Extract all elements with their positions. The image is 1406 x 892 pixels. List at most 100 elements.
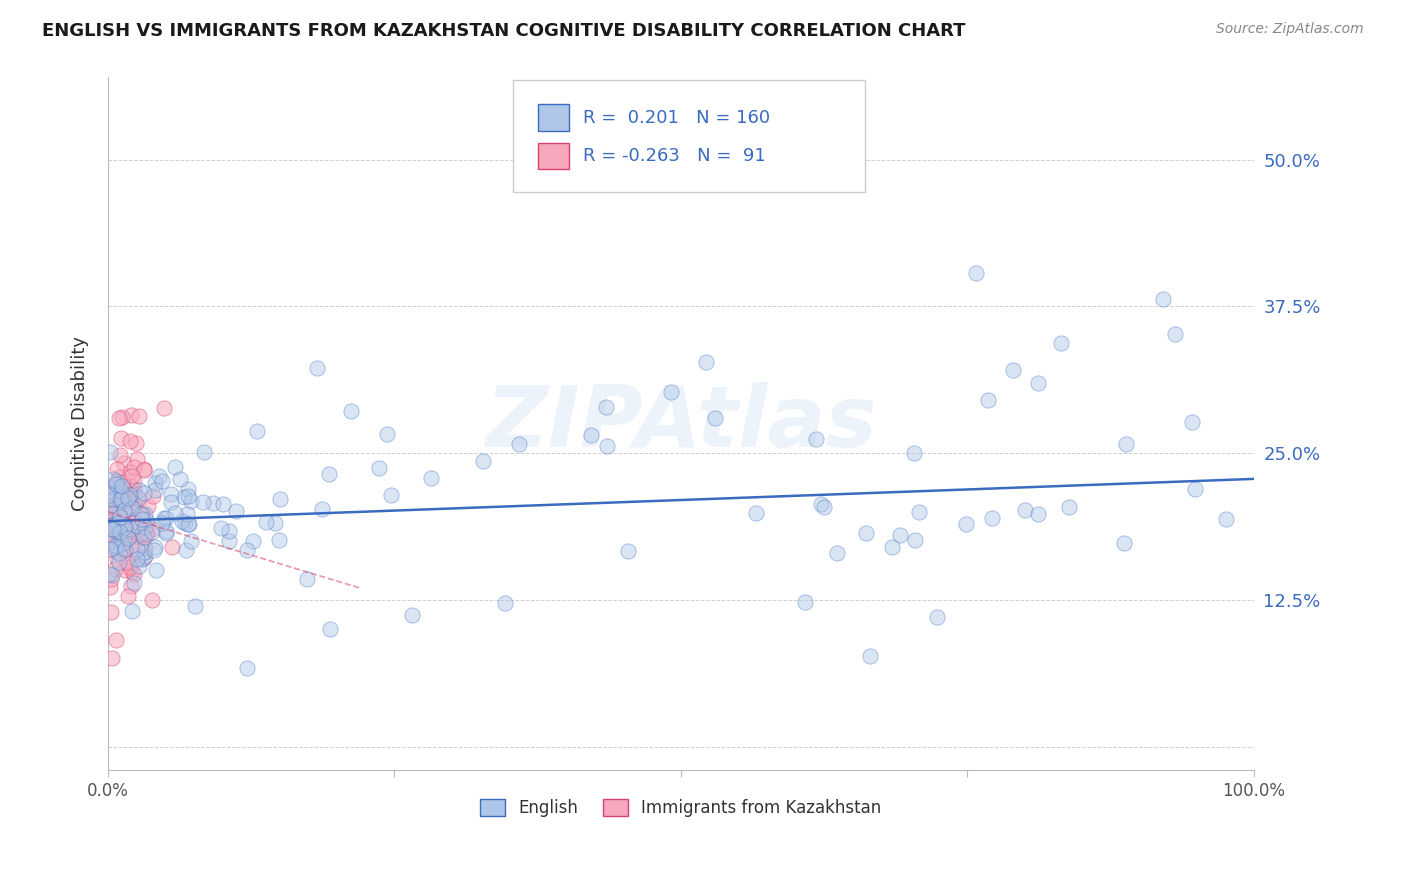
Text: ENGLISH VS IMMIGRANTS FROM KAZAKHSTAN COGNITIVE DISABILITY CORRELATION CHART: ENGLISH VS IMMIGRANTS FROM KAZAKHSTAN CO… xyxy=(42,22,966,40)
Point xyxy=(659,385,682,400)
Point xyxy=(125,501,148,516)
Point xyxy=(136,499,159,513)
Point xyxy=(1026,507,1049,521)
Point xyxy=(380,488,402,502)
Point xyxy=(98,527,121,541)
Point xyxy=(472,454,495,468)
Point xyxy=(98,444,121,458)
Point xyxy=(97,481,120,495)
Point xyxy=(218,524,240,538)
Point xyxy=(170,514,193,528)
Point xyxy=(153,511,176,525)
Point xyxy=(122,566,145,581)
Point xyxy=(1014,503,1036,517)
Point xyxy=(859,648,882,663)
Point xyxy=(131,525,153,540)
Point xyxy=(128,491,150,506)
Point xyxy=(145,475,167,490)
Point xyxy=(131,508,153,522)
Point xyxy=(108,480,131,494)
Point xyxy=(98,541,121,556)
Point xyxy=(111,409,134,424)
Point xyxy=(145,564,167,578)
Point xyxy=(105,476,128,491)
Point xyxy=(1180,415,1202,429)
Point xyxy=(98,567,121,582)
Point xyxy=(114,543,136,558)
Point xyxy=(114,541,136,556)
Point xyxy=(225,504,247,518)
Point xyxy=(105,517,128,532)
Text: R = -0.263   N =  91: R = -0.263 N = 91 xyxy=(583,147,766,165)
Point xyxy=(124,530,146,544)
Point xyxy=(128,409,150,424)
Point xyxy=(104,543,127,558)
Point xyxy=(98,484,121,499)
Point xyxy=(103,518,125,533)
Point xyxy=(125,529,148,543)
Point xyxy=(160,487,183,501)
Point xyxy=(121,604,143,618)
Point xyxy=(132,485,155,500)
Point xyxy=(307,360,329,375)
Point xyxy=(134,549,156,564)
Point xyxy=(184,599,207,613)
Point xyxy=(704,410,727,425)
Point xyxy=(160,541,183,555)
Point xyxy=(108,510,131,524)
Point xyxy=(105,552,128,566)
Legend: English, Immigrants from Kazakhstan: English, Immigrants from Kazakhstan xyxy=(474,792,889,824)
Point xyxy=(150,474,173,488)
Point xyxy=(579,428,602,442)
Point xyxy=(1028,376,1050,391)
Point xyxy=(118,478,141,492)
Point xyxy=(209,521,232,535)
Point xyxy=(177,489,200,503)
Point xyxy=(595,400,617,414)
Point xyxy=(121,565,143,579)
Point xyxy=(101,517,124,532)
Point xyxy=(101,491,124,506)
Point xyxy=(254,515,277,529)
Point xyxy=(794,595,817,609)
Point xyxy=(177,517,200,532)
Point xyxy=(375,426,398,441)
Point xyxy=(101,472,124,486)
Point xyxy=(103,499,125,513)
Point xyxy=(110,483,132,498)
Point xyxy=(120,465,142,479)
Point xyxy=(120,560,142,574)
Point xyxy=(122,473,145,487)
Point xyxy=(134,541,156,556)
Point xyxy=(174,516,197,530)
Point xyxy=(107,531,129,545)
Point xyxy=(745,506,768,520)
Point xyxy=(180,494,202,508)
Point xyxy=(908,505,931,519)
Point xyxy=(368,461,391,475)
Point xyxy=(97,497,120,511)
Point xyxy=(165,506,187,520)
Text: Source: ZipAtlas.com: Source: ZipAtlas.com xyxy=(1216,22,1364,37)
Point xyxy=(127,491,149,506)
Point xyxy=(159,495,181,509)
Y-axis label: Cognitive Disability: Cognitive Disability xyxy=(72,336,89,511)
Point xyxy=(176,507,198,521)
Point xyxy=(135,527,157,541)
Point xyxy=(108,525,131,540)
Point xyxy=(110,528,132,542)
Point xyxy=(269,492,291,507)
Point xyxy=(120,579,142,593)
Point xyxy=(827,547,849,561)
Point xyxy=(810,497,832,511)
Point xyxy=(112,503,135,517)
Point xyxy=(111,496,134,510)
Point xyxy=(112,531,135,545)
Text: ZIPAtlas: ZIPAtlas xyxy=(485,382,876,466)
Point xyxy=(153,401,176,415)
Point xyxy=(110,492,132,507)
Point xyxy=(236,661,259,675)
Point xyxy=(121,501,143,516)
Point xyxy=(201,495,224,509)
Point xyxy=(173,491,195,505)
